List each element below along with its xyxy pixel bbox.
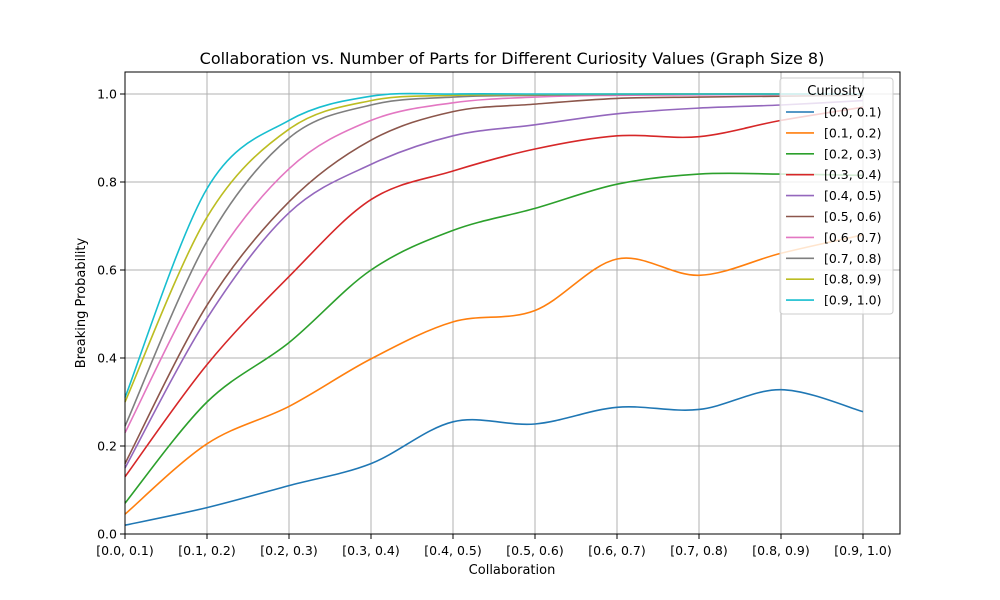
y-tick-label: 1.0: [97, 87, 117, 102]
legend-entry: [0.6, 0.7): [824, 230, 881, 245]
legend-entry: [0.9, 1.0): [824, 293, 881, 308]
series-line-9: [124, 92, 863, 398]
x-tick-label: [0.7, 0.8): [670, 543, 727, 558]
series-line-3: [124, 106, 864, 478]
x-tick-label: [0.1, 0.2): [178, 543, 235, 558]
series-line-5: [124, 94, 864, 464]
legend-box: [779, 77, 894, 315]
series-line-4: [124, 99, 864, 469]
y-tick-label: 0.0: [97, 527, 117, 542]
series-line-8: [124, 93, 863, 403]
x-tick-label: [0.9, 1.0): [834, 543, 891, 558]
legend-entry: [0.8, 0.9): [824, 272, 881, 287]
y-tick-label: 0.8: [97, 175, 117, 190]
legend-entry: [0.5, 0.6): [824, 209, 881, 224]
legend-entry: [0.3, 0.4): [824, 167, 881, 182]
legend: Curiosity [0.0, 0.1) [0.1, 0.2) [0.2, 0.3)…: [779, 77, 894, 315]
series-line-7: [124, 93, 863, 427]
chart-title: Collaboration vs. Number of Parts for Di…: [200, 49, 825, 68]
y-tick-label: 0.2: [97, 439, 117, 454]
series-line-2: [124, 172, 864, 504]
x-axis-label: Collaboration: [469, 563, 556, 578]
x-tick-label: [0.4, 0.5): [424, 543, 481, 558]
x-tick-label: [0.2, 0.3): [260, 543, 317, 558]
legend-title: Curiosity: [807, 84, 865, 99]
legend-entry: [0.1, 0.2): [824, 125, 881, 140]
legend-entry: [0.7, 0.8): [824, 251, 881, 266]
y-tick-label: 0.4: [97, 351, 117, 366]
legend-entry: [0.2, 0.3): [824, 146, 881, 161]
x-tick-label: [0.8, 0.9): [752, 543, 809, 558]
x-tick-label: [0.5, 0.6): [506, 543, 563, 558]
series-line-0: [124, 388, 864, 526]
x-axis: [0.0, 0.1) [0.1, 0.2) [0.2, 0.3) [0.3, 0.4)…: [96, 534, 892, 558]
legend-entry: [0.0, 0.1): [824, 105, 881, 120]
x-tick-label: [0.6, 0.7): [588, 543, 645, 558]
series-layer: [124, 92, 864, 526]
x-tick-label: [0.3, 0.4): [342, 543, 399, 558]
y-tick-label: 0.6: [97, 263, 117, 278]
y-axis: 0.0 0.2 0.4 0.6 0.8 1.0: [97, 87, 125, 542]
x-tick-label: [0.0, 0.1): [96, 543, 153, 558]
legend-entry: [0.4, 0.5): [824, 188, 881, 203]
series-line-1: [124, 234, 864, 515]
y-axis-label: Breaking Probability: [74, 237, 89, 368]
plot-frame: [124, 71, 901, 535]
